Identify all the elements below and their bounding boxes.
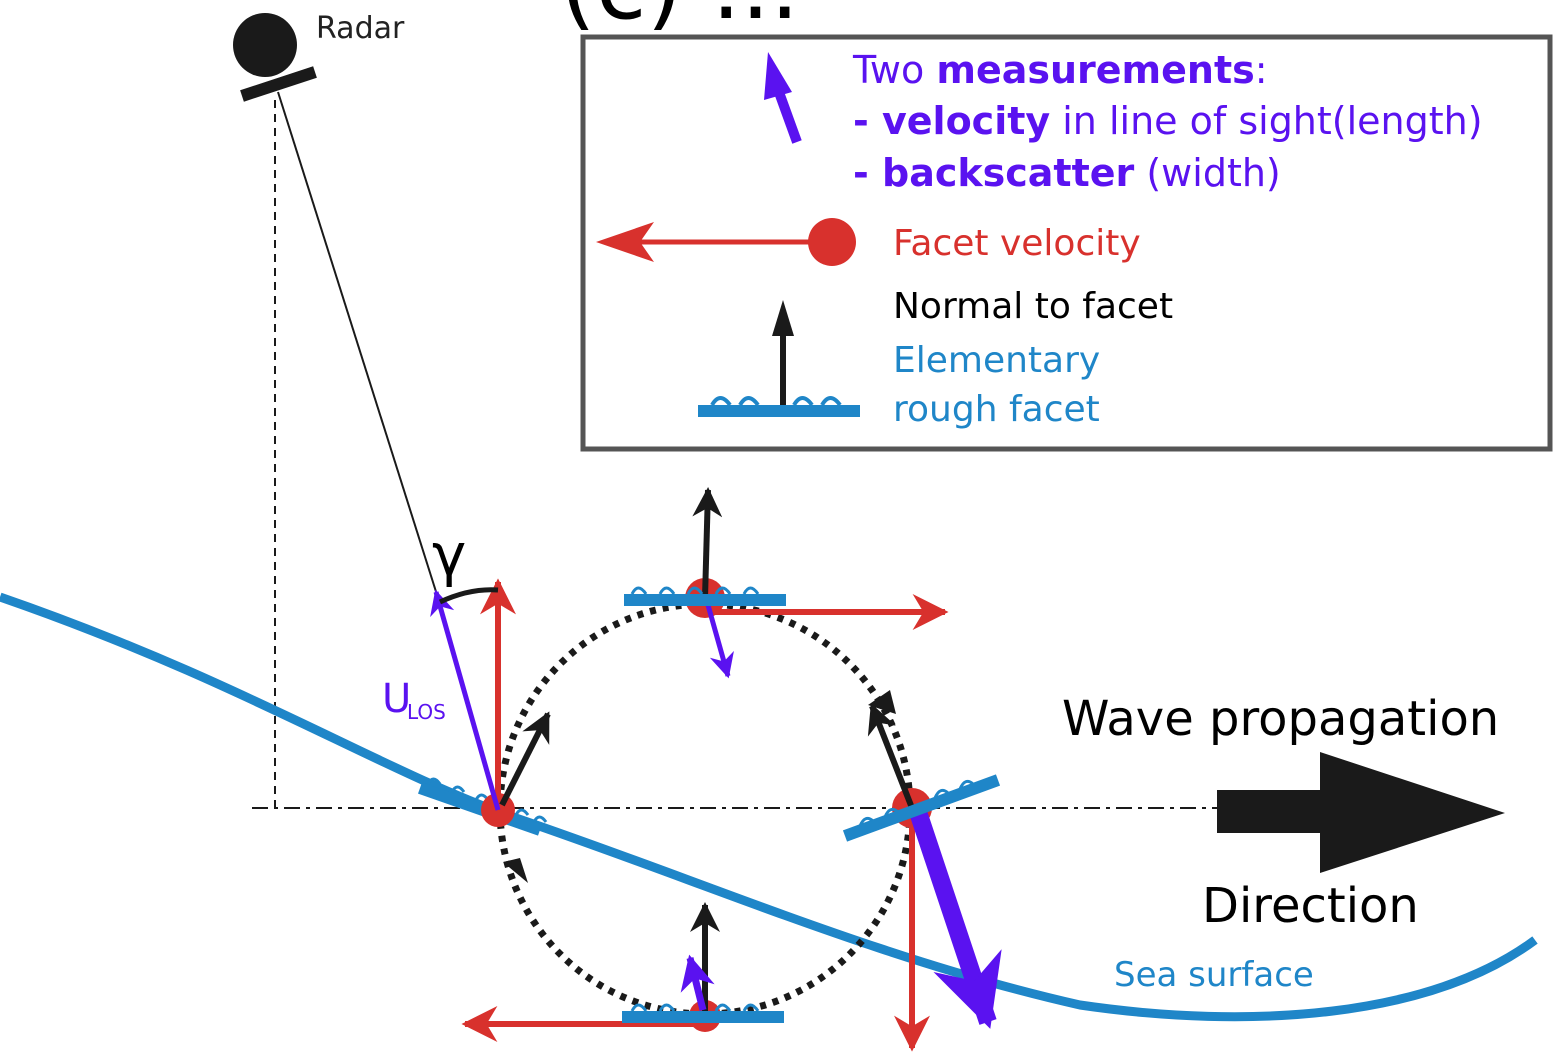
u-los-label: U LOS [382, 676, 446, 724]
legend-facet-velocity-icon [596, 218, 856, 266]
line-of-sight [277, 91, 439, 599]
radar-label: Radar [316, 11, 405, 46]
gamma-angle-arc [438, 587, 499, 605]
gamma-label: γ [432, 521, 466, 589]
facet-left-rough-bar [418, 782, 542, 836]
legend-line-1: Two measurements: [852, 48, 1268, 92]
direction-label: Direction [1202, 878, 1419, 934]
sea-surface-curve [0, 592, 1538, 1022]
legend-elementary-label-2: rough facet [893, 389, 1100, 430]
facet-right-rough-bar [842, 774, 1001, 842]
legend-box: Two measurements: - velocity in line of … [580, 34, 1553, 452]
title-fragment: (c) ... [560, 0, 799, 40]
direction-big-arrow [1217, 752, 1505, 873]
radar-icon [233, 13, 317, 102]
svg-text:U: U [382, 676, 411, 722]
facet-right [842, 703, 1002, 1052]
legend-normal-icon [772, 300, 794, 410]
legend-normal-label: Normal to facet [893, 286, 1173, 327]
facet-bottom [461, 902, 784, 1042]
orbit-direction-arrowhead-left [503, 858, 528, 883]
legend-elementary-label-1: Elementary [893, 340, 1100, 381]
facet-right-measurement-arrow [909, 809, 1002, 1029]
facet-left-normal-arrow [499, 711, 551, 807]
facet-bottom-rough-bar [622, 1011, 784, 1023]
legend-measurement-arrow-icon [764, 52, 802, 144]
svg-text:(c) ...: (c) ... [560, 0, 799, 40]
wave-propagation-label: Wave propagation [1062, 691, 1499, 747]
facet-top [624, 487, 949, 679]
facet-top-normal-arrow [692, 487, 723, 599]
legend-line-3: - backscatter (width) [853, 151, 1281, 195]
sea-surface-label: Sea surface [1114, 955, 1314, 995]
legend-rough-facet-icon [698, 396, 860, 417]
facet-top-rough-bar [624, 594, 786, 606]
facet-top-measurement-arrow [705, 604, 734, 679]
facet-bottom-measurement-arrow [680, 954, 715, 1011]
svg-text:LOS: LOS [407, 700, 446, 724]
facet-left [418, 578, 551, 836]
legend-facet-velocity-label: Facet velocity [893, 223, 1141, 264]
legend-line-2: - velocity in line of sight(length) [853, 99, 1483, 143]
facet-right-normal-arrow [867, 703, 915, 810]
facet-left-measurement-arrow [430, 589, 501, 811]
